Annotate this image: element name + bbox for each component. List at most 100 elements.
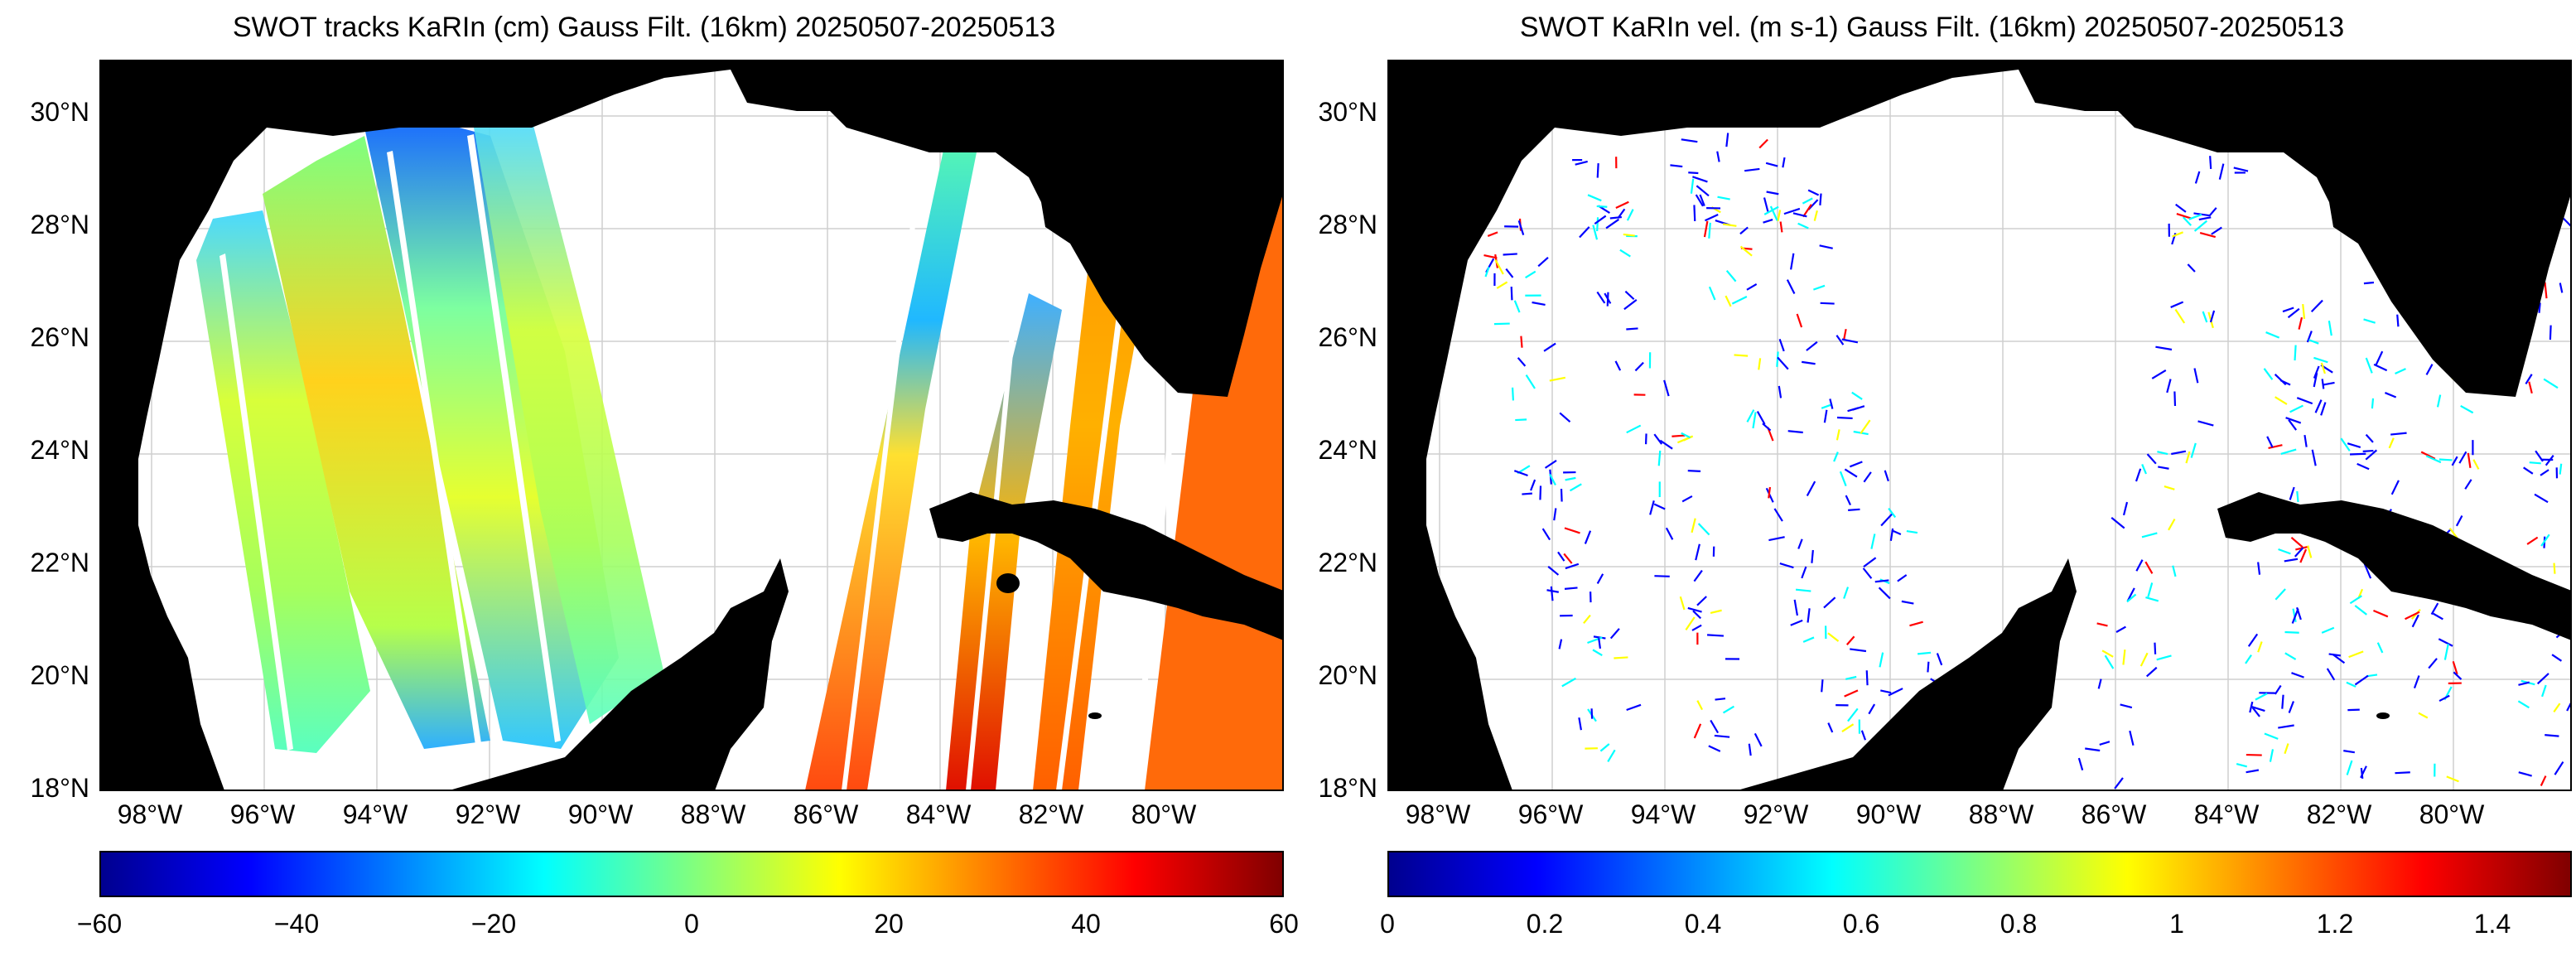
velocity-arrow [2275,396,2288,405]
velocity-arrow [2172,565,2177,577]
velocity-arrow [1587,194,1602,202]
velocity-arrow [1487,231,1498,237]
velocity-arrow [1696,185,1710,197]
velocity-arrow [2193,220,2208,232]
velocity-arrow [1657,450,1662,466]
velocity-arrow [1596,163,1599,178]
velocity-arrow [2101,650,2114,658]
velocity-arrow [1790,253,1795,270]
velocity-arrow [2464,479,2472,490]
velocity-arrow [1754,732,1763,747]
velocity-arrow [1708,745,1721,752]
velocity-ytick-label: 26°N [1318,322,1378,352]
velocity-arrow [2395,368,2406,374]
velocity-arrow [2436,394,2442,408]
velocity-arrow [2553,563,2556,574]
ssh-colorbar-tick: 40 [1071,909,1101,939]
velocity-arrow [2141,532,2158,538]
velocity-arrow [2363,563,2372,579]
velocity-arrow [2168,518,2176,531]
velocity-arrow [1807,608,1811,623]
velocity-arrow [2425,455,2442,464]
velocity-arrow [1802,197,1813,205]
velocity-arrow [1763,218,1773,224]
velocity-xtick-label: 88°W [1968,799,2034,829]
velocity-arrow [1626,209,1634,221]
velocity-arrow [1649,500,1655,515]
velocity-arrow [2197,420,2214,427]
velocity-arrow [1592,649,1603,656]
velocity-arrow [2190,442,2197,458]
velocity-arrow [2313,365,2320,379]
velocity-arrow [1617,208,1626,219]
velocity-arrow [1624,290,1635,301]
velocity-arrow [1539,485,1542,500]
velocity-arrow [1841,723,1855,732]
velocity-colorbar [1387,851,2572,897]
velocity-arrow [2528,381,2533,394]
velocity-colorbar-tick: 0.8 [2000,909,2038,939]
velocity-arrow [1779,563,1794,569]
velocity-colorbar-tick: 0.2 [1526,909,1564,939]
velocity-arrow [2376,642,2384,654]
velocity-arrow [1901,600,1914,605]
velocity-arrow [1888,507,1897,519]
velocity-arrow [1821,403,1833,409]
velocity-arrow [2099,741,2110,746]
velocity-arrow [1773,508,1783,522]
velocity-arrow [1549,473,1556,485]
velocity-arrow [1786,279,1796,295]
velocity-arrow [1806,340,1818,351]
velocity-arrow [2365,449,2378,461]
ssh-xtick-label: 96°W [229,799,296,829]
velocity-arrow [2126,587,2135,601]
velocity-landmass [1389,61,2570,790]
ssh-ytick-label: 26°N [30,322,90,352]
velocity-arrow [2460,404,2474,414]
velocity-arrow [1614,656,1628,659]
velocity-arrow [2294,547,2304,558]
velocity-arrow [2135,559,2144,572]
velocity-arrow [2298,316,2303,330]
velocity-xtick-label: 94°W [1630,799,1696,829]
velocity-arrow [2559,463,2563,475]
velocity-arrow [2275,588,2286,601]
velocity-arrow [2453,671,2463,680]
velocity-arrow [2145,596,2159,602]
velocity-arrow [2173,391,2177,407]
ssh-colorbar-tick: −40 [273,909,320,939]
velocity-arrow [2282,307,2294,313]
velocity-arrow [1843,587,1850,599]
velocity-arrow [2209,310,2216,323]
velocity-arrow [1494,259,1504,275]
velocity-arrow [1592,225,1599,240]
velocity-arrow [2285,417,2302,424]
velocity-ytick-label: 20°N [1318,660,1378,690]
velocity-arrow [1681,432,1691,439]
velocity-arrow [2274,684,2282,695]
velocity-arrow [2085,747,2101,752]
velocity-arrow [2536,673,2549,685]
velocity-arrow [2525,374,2533,384]
velocity-arrow [1626,424,1642,434]
velocity-arrow [1777,356,1789,370]
velocity-arrow [1615,200,1629,210]
velocity-arrow [1821,679,1824,693]
ssh-xtick-label: 86°W [793,799,859,829]
velocity-arrow [1845,675,1857,680]
velocity-arrow [1865,670,1869,686]
velocity-arrow [2373,363,2388,372]
velocity-arrow [1532,301,1546,307]
velocity-arrow [2320,402,2327,416]
velocity-arrow [2571,302,2572,303]
velocity-arrow [2263,368,2274,380]
velocity-arrow [1813,284,1826,291]
velocity-arrow [1752,412,1757,429]
velocity-arrow [1704,214,1719,222]
velocity-arrow [2360,765,2367,779]
velocity-arrow [1768,486,1772,499]
velocity-arrow [2346,681,2357,688]
velocity-arrow [2299,548,2308,563]
velocity-arrow [1513,300,1521,313]
velocity-arrow [2175,203,2187,213]
